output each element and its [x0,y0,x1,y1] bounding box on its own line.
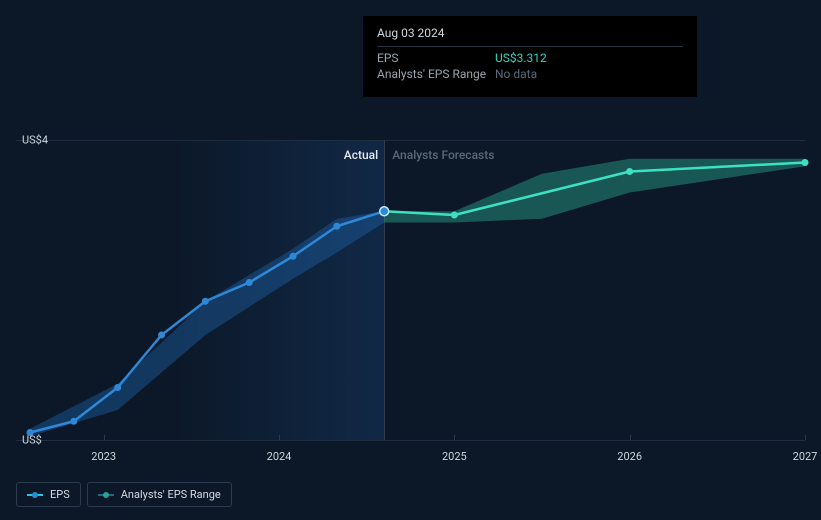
y-tick-label: US$ [22,434,42,447]
tooltip-date: Aug 03 2024 [377,26,683,40]
eps-chart: Actual Analysts Forecasts US$US$4 202320… [16,140,805,440]
x-tick-label: 2025 [442,450,467,463]
eps-swatch-icon [27,491,43,499]
tooltip-value-eps: US$3.312 [495,51,547,65]
chart-tooltip: Aug 03 2024 EPS US$3.312 Analysts' EPS R… [363,16,697,97]
legend-label: EPS [50,488,70,501]
x-tick-label: 2024 [267,450,292,463]
range-swatch-icon [98,491,114,499]
y-tick-label: US$4 [22,134,48,147]
x-tick-label: 2027 [793,450,818,463]
tooltip-row-range: Analysts' EPS Range No data [377,67,683,81]
chart-legend: EPS Analysts' EPS Range [16,482,232,507]
plot-area[interactable]: Actual Analysts Forecasts [16,140,805,440]
tooltip-key: Analysts' EPS Range [377,67,495,81]
tooltip-value-nodata: No data [495,67,537,81]
legend-item-eps[interactable]: EPS [16,482,81,507]
chart-svg [16,140,805,440]
x-tick-label: 2023 [91,450,116,463]
legend-item-range[interactable]: Analysts' EPS Range [87,482,232,507]
x-tick-label: 2026 [617,450,642,463]
tooltip-row-eps: EPS US$3.312 [377,51,683,65]
tooltip-key: EPS [377,51,495,65]
tooltip-separator [377,46,683,47]
legend-label: Analysts' EPS Range [121,488,221,501]
